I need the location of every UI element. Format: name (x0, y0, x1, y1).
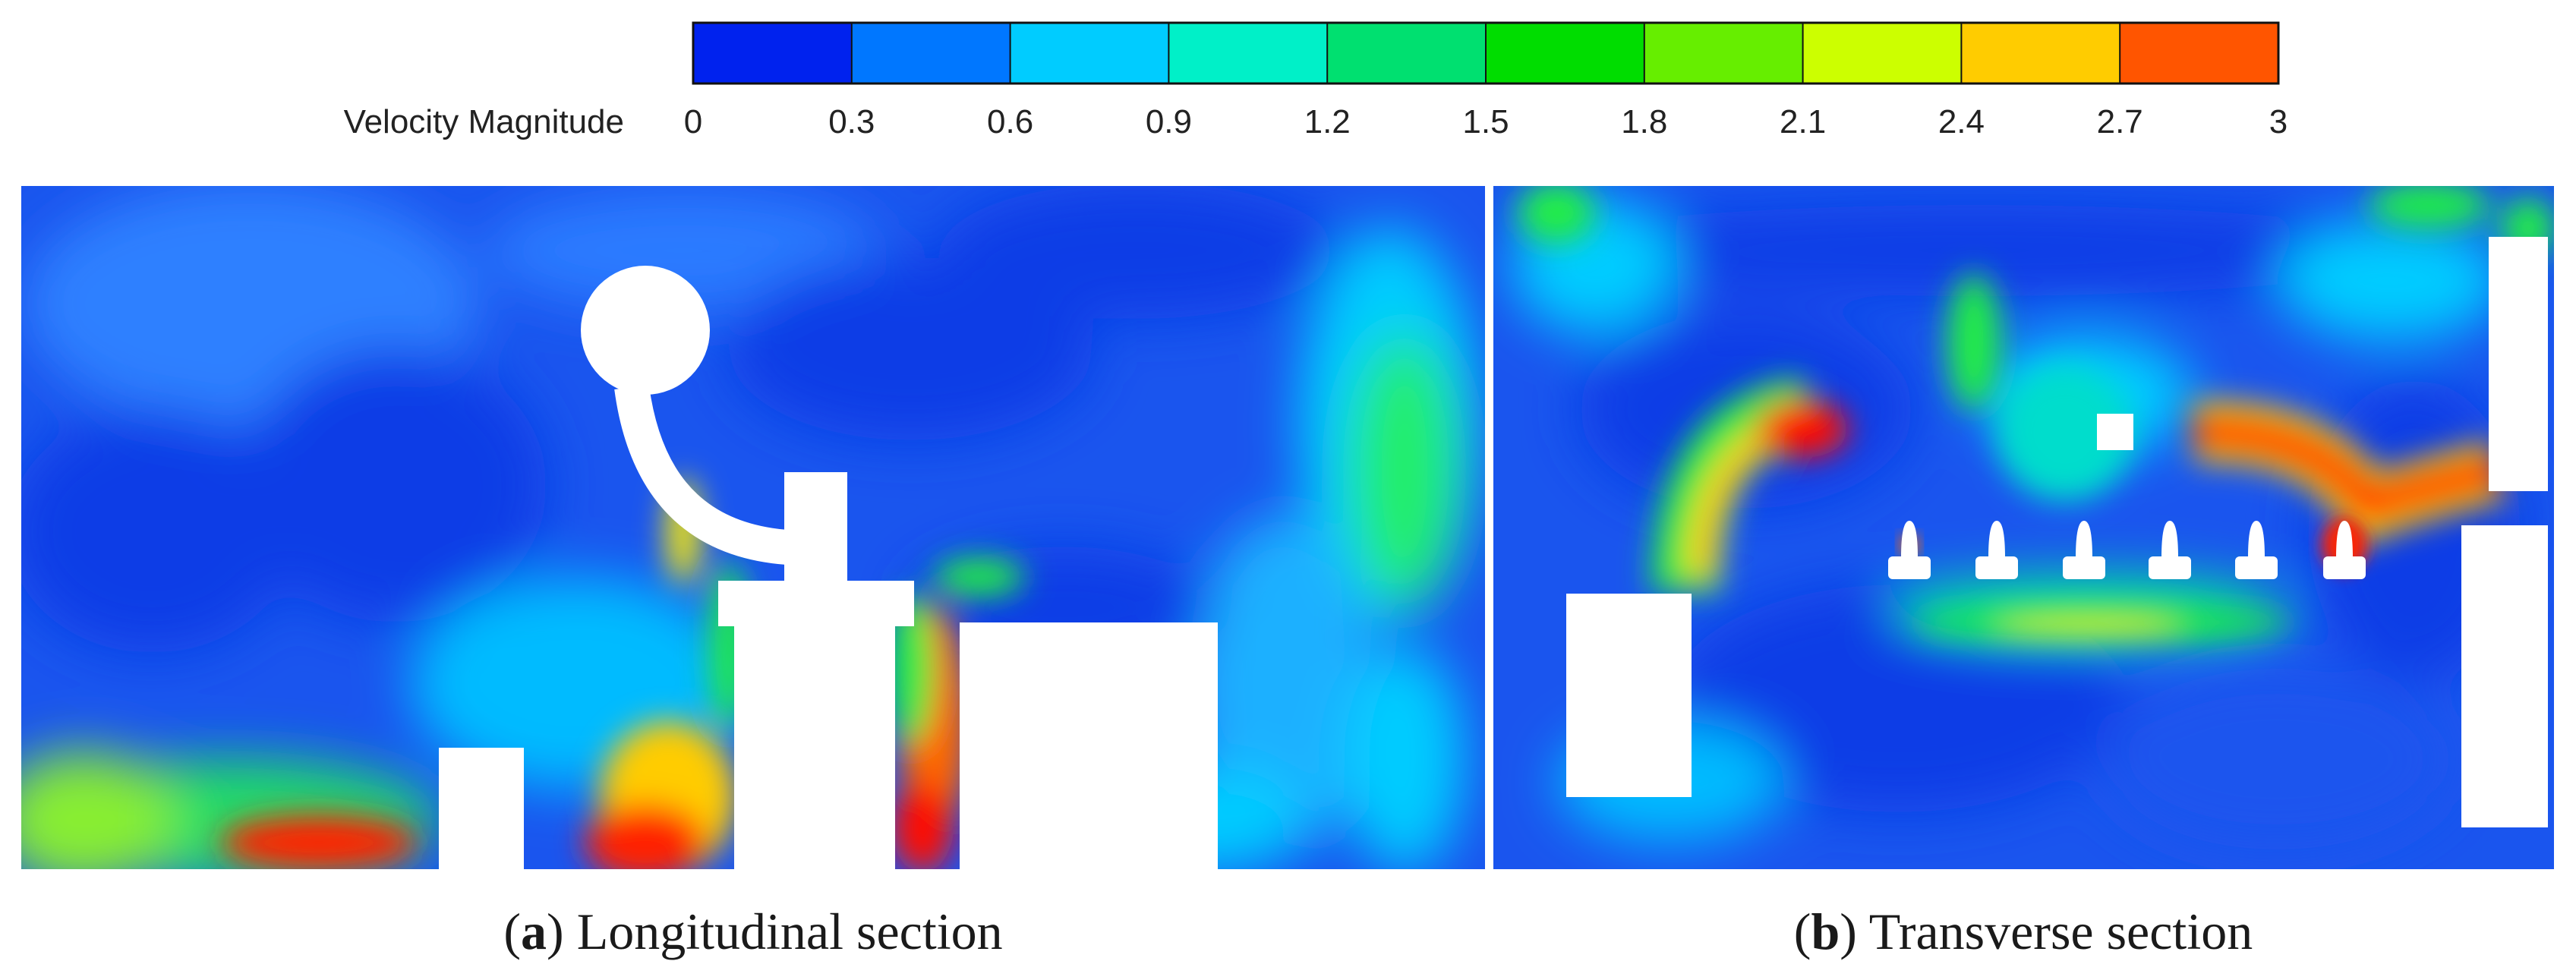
colorbar-tick-labels: 0 0.3 0.6 0.9 1.2 1.5 1.8 2.1 2.4 2.7 3 (684, 103, 2288, 140)
colorbar-tick-label: 0 (684, 103, 702, 140)
colorbar-band (1643, 22, 1805, 84)
colorbar-tick-label: 0.3 (828, 103, 875, 140)
colorbar-band (1326, 22, 1487, 84)
colorbar-bands (692, 22, 2280, 84)
caption-a-text: Longitudinal section (577, 903, 1003, 960)
colorbar-tick-label: 1.8 (1621, 103, 1667, 140)
caption-a: (a) Longitudinal section (503, 903, 1002, 960)
caption-a-letter: a (521, 903, 547, 960)
panel-a-longitudinal-plot (21, 186, 1485, 869)
panel-divider (1487, 186, 1493, 869)
colorbar-band (1960, 22, 2121, 84)
insulator (2063, 521, 2105, 579)
panel-a-obstacles (439, 266, 1218, 869)
insulator (2322, 518, 2367, 579)
insulator (1975, 521, 2018, 579)
colorbar-tick-label: 1.2 (1304, 103, 1351, 140)
colorbar-tick-label: 0.9 (1146, 103, 1192, 140)
colorbar-tick-label: 2.1 (1780, 103, 1826, 140)
caption-b-text: Transverse section (1869, 903, 2253, 960)
colorbar-frame (692, 21, 2280, 85)
colorbar-tick-label: 0.6 (987, 103, 1033, 140)
insulator (2149, 521, 2191, 579)
caption-b: (b) Transverse section (1794, 903, 2253, 960)
panel-a-flow-field (21, 186, 1480, 869)
panel-b-obstacles (1566, 237, 2548, 827)
colorbar-tick-label: 1.5 (1462, 103, 1509, 140)
colorbar-band (2119, 22, 2280, 84)
colorbar-band (1802, 22, 1963, 84)
colorbar-band (1009, 22, 1170, 84)
colorbar-band (1485, 22, 1646, 84)
colorbar-band (1168, 22, 1329, 84)
colorbar-band (692, 22, 853, 84)
panel-b-insulators (1888, 518, 2367, 579)
colorbar-title: Velocity Magnitude (344, 103, 624, 140)
panel-b-jets (1518, 186, 2554, 639)
colorbar-tick-label: 3 (2269, 103, 2288, 140)
insulator (1888, 521, 1931, 579)
colorbar-tick-label: 2.4 (1938, 103, 1985, 140)
colorbar-tick-label: 2.7 (2097, 103, 2143, 140)
insulator (2235, 521, 2278, 579)
colorbar: Velocity Magnitude 0 0.3 0.6 0.9 1.2 1.5 1.8 2.… (344, 21, 2288, 140)
caption-b-letter: b (1811, 903, 1840, 960)
panel-b-transverse-plot (1493, 186, 2554, 869)
colorbar-band (850, 22, 1012, 84)
